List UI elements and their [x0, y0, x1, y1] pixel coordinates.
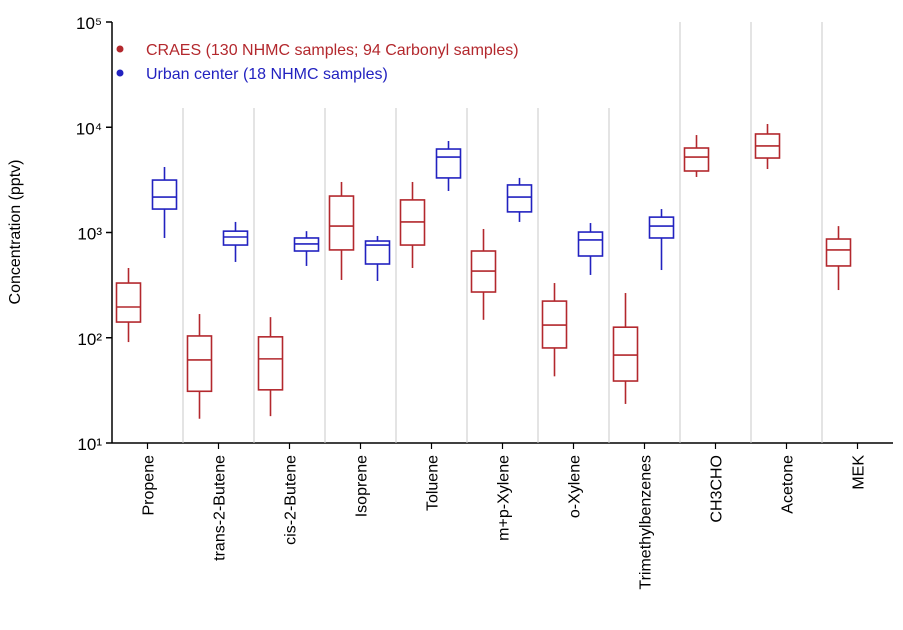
box — [612, 326, 639, 382]
x-tick-label: Toluene — [425, 455, 442, 511]
box — [648, 216, 675, 239]
y-tick-label: 10² — [77, 330, 102, 349]
legend-label: Urban center (18 NHMC samples) — [146, 66, 388, 83]
x-tick-label: CH3CHO — [709, 455, 726, 523]
box — [257, 336, 284, 391]
box — [328, 195, 355, 251]
box — [364, 240, 391, 265]
x-tick-label: Isoprene — [354, 455, 371, 517]
x-tick-label: m+p-Xylene — [496, 455, 513, 541]
y-tick-label: 10¹ — [77, 435, 102, 454]
y-tick-label: 10⁵ — [76, 14, 102, 33]
x-tick-label: Trimethylbenzenes — [638, 455, 655, 590]
box — [151, 179, 178, 210]
box — [186, 335, 213, 393]
box — [683, 147, 710, 172]
x-tick-label: Acetone — [780, 455, 797, 514]
box — [577, 231, 604, 257]
x-tick-label: MEK — [851, 455, 868, 490]
legend-label: CRAES (130 NHMC samples; 94 Carbonyl sam… — [146, 42, 519, 59]
legend-marker — [116, 69, 124, 77]
x-tick-label: trans-2-Butene — [212, 455, 229, 561]
x-tick-label: cis-2-Butene — [283, 455, 300, 545]
legend-marker — [116, 45, 124, 53]
box — [825, 238, 852, 267]
y-tick-label: 10⁴ — [76, 119, 102, 138]
x-tick-label: o-Xylene — [567, 455, 584, 518]
box — [222, 230, 249, 246]
box — [115, 282, 142, 323]
y-axis-label: Concentration (pptv) — [7, 160, 24, 305]
box — [506, 184, 533, 213]
x-tick-label: Propene — [141, 455, 158, 516]
y-tick-label: 10³ — [77, 225, 102, 244]
box — [435, 148, 462, 179]
